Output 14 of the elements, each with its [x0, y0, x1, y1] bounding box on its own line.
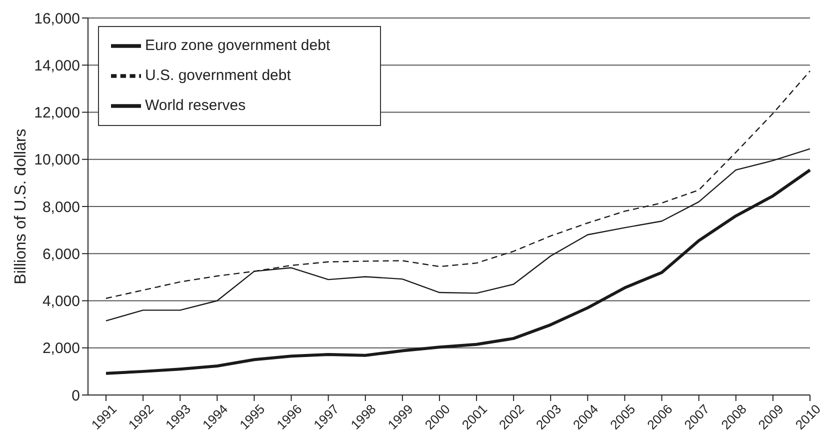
y-axis-title: Billions of U.S. dollars [12, 128, 30, 284]
y-tick-label: 2,000 [42, 340, 80, 358]
legend-label: World reserves [145, 97, 246, 114]
line-series [104, 168, 812, 375]
y-tick-label: 14,000 [34, 57, 80, 74]
y-tick-label: 6,000 [42, 246, 80, 263]
y-tick-label: 4,000 [42, 293, 80, 310]
y-tick-label: 16,000 [34, 10, 80, 28]
y-tick-label: 0 [72, 387, 80, 404]
y-tick-label: 8,000 [42, 198, 80, 216]
legend-label: Euro zone government debt [145, 37, 330, 54]
y-tick-label: 12,000 [34, 104, 80, 122]
y-tick-label: 10,000 [34, 152, 80, 169]
legend-label: U.S. government debt [145, 67, 291, 84]
